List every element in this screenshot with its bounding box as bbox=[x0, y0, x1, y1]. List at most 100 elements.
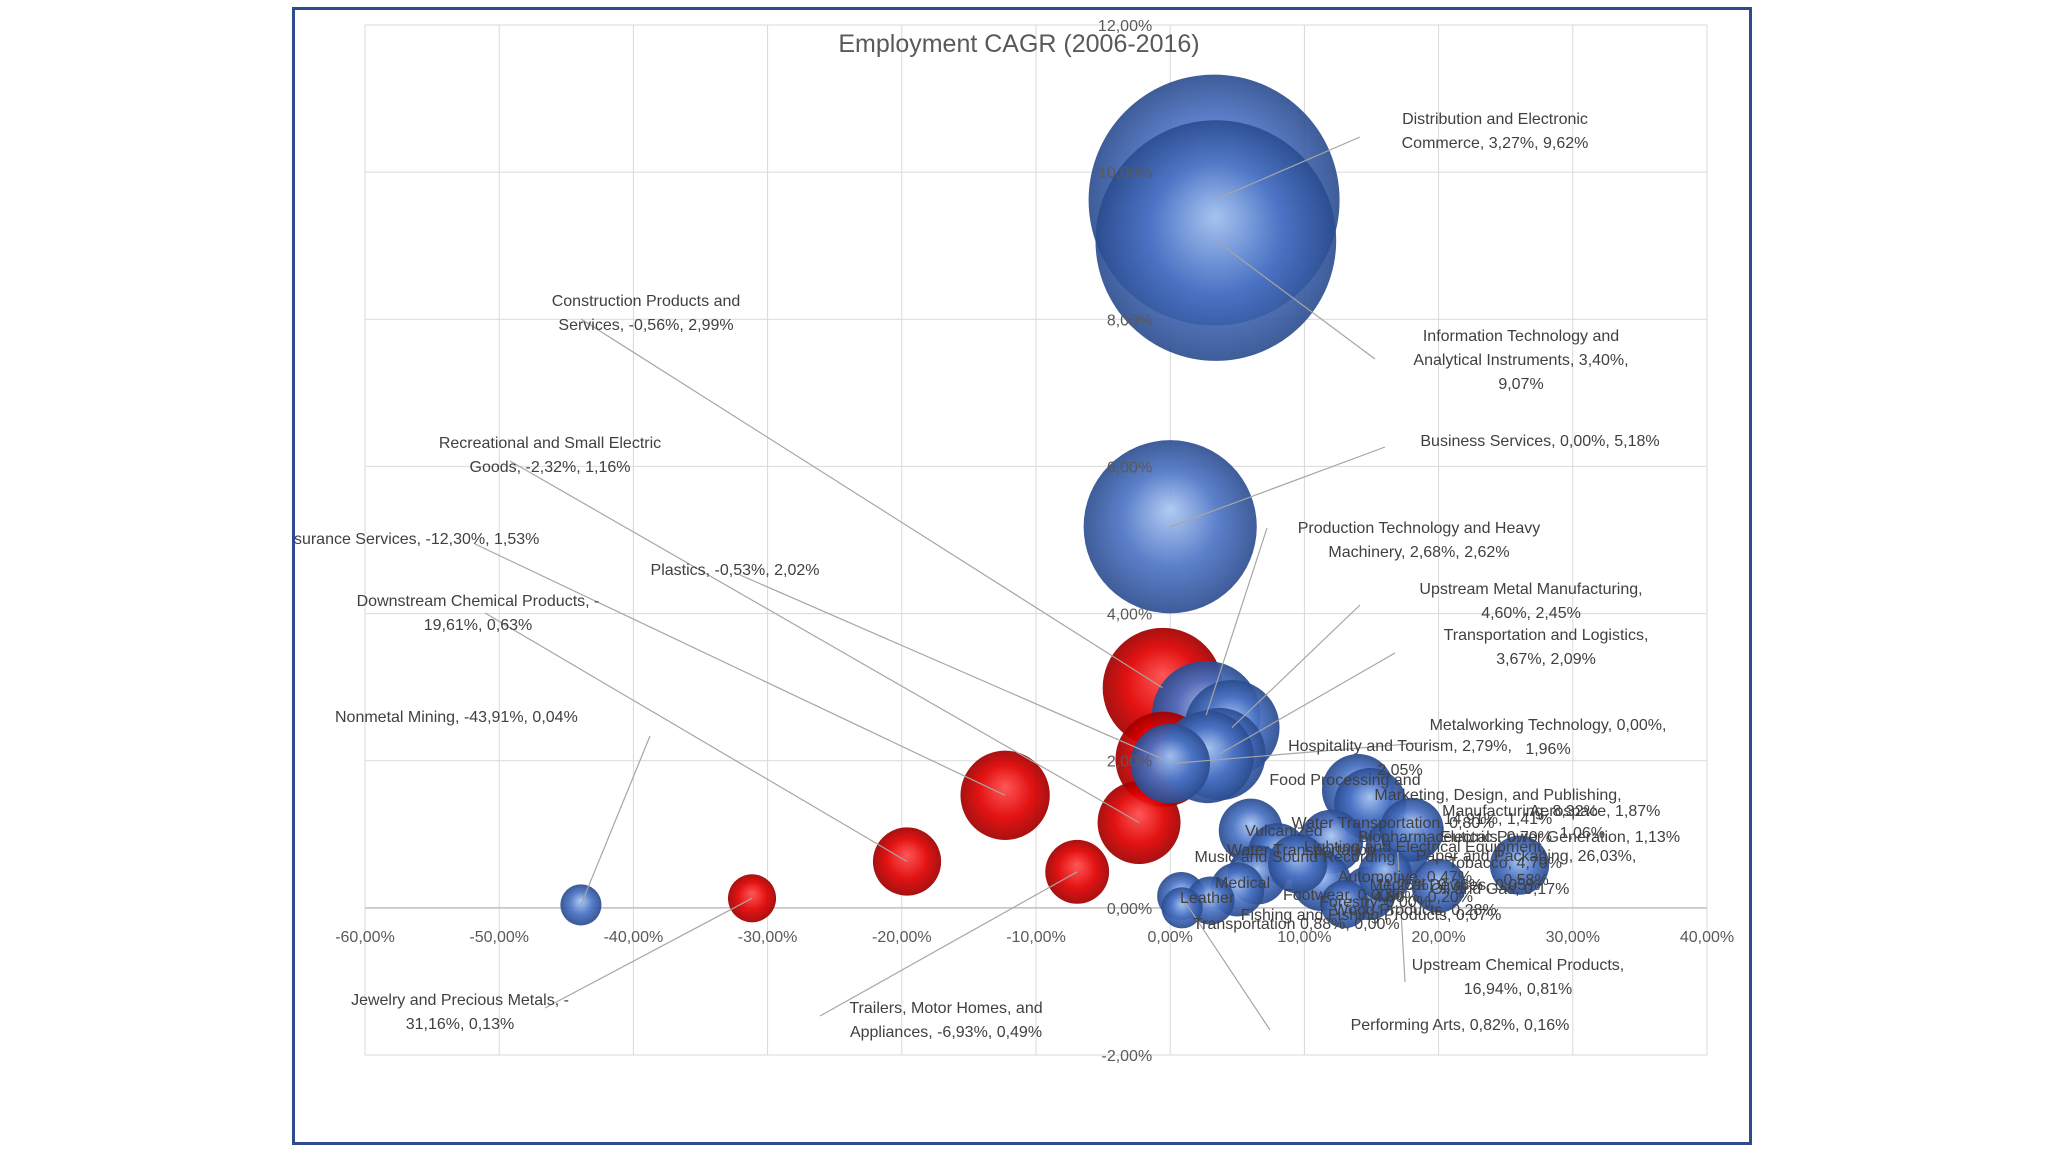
crowded-label: Water Transportation, 0,80% bbox=[1291, 815, 1494, 832]
crowded-label: Manufacturing, 8,32% bbox=[1442, 803, 1598, 820]
data-label-line: Vulcanized bbox=[1245, 823, 1323, 840]
y-tick-label: 6,00% bbox=[1107, 459, 1152, 476]
data-label: Downstream Chemical Products, - 19,61%, 0… bbox=[357, 593, 600, 634]
data-label-line: Food Processing and bbox=[1269, 772, 1420, 789]
leader-line bbox=[1396, 848, 1406, 983]
data-label: Production Technology and Heavy Machinery… bbox=[1298, 520, 1541, 561]
x-tick-label: 20,00% bbox=[1411, 929, 1465, 946]
data-label-line: Information Technology and bbox=[1423, 328, 1619, 345]
data-label-line: Transportation and Logistics, bbox=[1444, 627, 1649, 644]
data-label-line: 11,25%, 0,36% bbox=[1376, 877, 1483, 894]
leader-line bbox=[1205, 527, 1268, 716]
crowded-label: Wood Products, 0,28% bbox=[1333, 902, 1496, 919]
y-tick-label: -2,00% bbox=[1101, 1048, 1152, 1065]
data-label-line: Paper and Packaging, 26,03%, bbox=[1416, 848, 1637, 865]
crowded-label: Automotive, 0,47% bbox=[1338, 869, 1472, 886]
data-label-line: 31,16%, 0,13% bbox=[406, 1016, 515, 1033]
x-tick-label: 40,00% bbox=[1680, 929, 1734, 946]
chart-title: Employment CAGR (2006-2016) bbox=[838, 30, 1199, 58]
leader-lines bbox=[474, 136, 1421, 1031]
x-tick-label: -50,00% bbox=[469, 929, 529, 946]
data-label-line: 16,94%, 0,81% bbox=[1464, 981, 1573, 998]
data-label-line: Machinery, 2,68%, 2,62% bbox=[1328, 544, 1509, 561]
crowded-label: Biopharmaceuticals, 0,70% bbox=[1358, 829, 1552, 846]
crowded-label: Music and Sound Recording bbox=[1194, 849, 1395, 866]
data-label: Upstream Chemical Products, 16,94%, 0,81% bbox=[1412, 957, 1625, 998]
data-label-line: Recreational and Small Electric bbox=[439, 435, 661, 452]
leader-line bbox=[544, 897, 753, 1009]
data-label-line: 19,61%, 0,63% bbox=[424, 617, 533, 634]
data-label-line: Transportation 0,88%, 0,00% bbox=[1193, 916, 1400, 933]
data-label-line: Metalworking Technology, 0,00%, bbox=[1430, 717, 1667, 734]
leader-line bbox=[1213, 136, 1361, 201]
data-label: Medical bbox=[1215, 875, 1270, 892]
leader-line bbox=[1170, 742, 1421, 765]
data-label-line: Plastics, -0,53%, 2,02% bbox=[651, 562, 820, 579]
data-label-line: Water Transportation bbox=[1227, 842, 1376, 859]
crowded-label: Tobacco, 4,70% bbox=[1448, 855, 1562, 872]
leader-line bbox=[1180, 895, 1271, 1031]
leader-line bbox=[580, 318, 1164, 689]
data-label: 4,80%, 0,20% bbox=[1373, 889, 1473, 906]
data-label-line: Distribution and Electronic bbox=[1402, 111, 1588, 128]
leader-line bbox=[1231, 604, 1361, 729]
data-label: Transportation and Logistics, 3,67%, 2,09… bbox=[1444, 627, 1649, 668]
data-label-line: 1,06% bbox=[1560, 825, 1605, 842]
bubble bbox=[1045, 839, 1110, 904]
x-tick-label: -60,00% bbox=[335, 929, 395, 946]
data-label-line: Hospitality and Tourism, 2,79%, bbox=[1288, 738, 1512, 755]
y-tick-label: 0,00% bbox=[1107, 901, 1152, 918]
data-label: Construction Products and Services, -0,56… bbox=[552, 293, 741, 334]
data-label-line: Nonmetal Mining, -43,91%, 0,04% bbox=[335, 709, 578, 726]
data-label: Performing Arts, 0,82%, 0,16% bbox=[1351, 1017, 1570, 1034]
data-label-line: Upstream Metal Manufacturing, bbox=[1419, 581, 1642, 598]
bubbles-layer bbox=[560, 74, 1550, 929]
data-label: Vulcanized bbox=[1245, 823, 1323, 840]
leader-line bbox=[484, 612, 908, 863]
data-label-line: 3,67%, 2,09% bbox=[1496, 651, 1596, 668]
data-label: Metalworking Technology, 0,00%, 1,96% bbox=[1430, 717, 1667, 758]
crowded-label: Footwear, 0,00% bbox=[1283, 887, 1403, 904]
data-label-line: Upstream Chemical Products, bbox=[1412, 957, 1625, 974]
leader-line bbox=[819, 871, 1078, 1017]
data-label-line: Leather bbox=[1180, 890, 1235, 907]
bubble bbox=[1411, 858, 1466, 913]
bubble bbox=[727, 874, 777, 923]
data-label: Distribution and Electronic Commerce, 3,2… bbox=[1402, 111, 1589, 152]
data-label: Upstream Metal Manufacturing, 4,60%, 2,45… bbox=[1419, 581, 1642, 622]
chart-frame: Nonmetal Mining, -43,91%, 0,04% Jewelry a… bbox=[292, 7, 1752, 1145]
data-label: Recreational and Small Electric Goods, -2… bbox=[439, 435, 661, 476]
data-label: Marketing, Design, and Publishing, 14,91%… bbox=[1374, 787, 1621, 828]
y-tick-label: 12,00% bbox=[1098, 18, 1152, 35]
data-label-line: 14,91%, 1,41% bbox=[1444, 811, 1553, 828]
bubble-chart: Nonmetal Mining, -43,91%, 0,04% Jewelry a… bbox=[295, 18, 1734, 1065]
y-tick-label: 4,00% bbox=[1107, 607, 1152, 624]
data-label: Leather bbox=[1180, 890, 1235, 907]
data-label: Transportation 0,88%, 0,00% bbox=[1193, 916, 1400, 933]
data-label-line: Trailers, Motor Homes, and bbox=[849, 1000, 1042, 1017]
leader-line bbox=[509, 460, 1140, 824]
data-label-line: Insurance Services, -12,30%, 1,53% bbox=[295, 531, 539, 548]
data-label: Hospitality and Tourism, 2,79%, 2,05% bbox=[1288, 738, 1512, 779]
crowded-label: Lighting and Electrical Equipment, bbox=[1304, 839, 1546, 856]
x-tick-label: -20,00% bbox=[872, 929, 932, 946]
data-label-line: Performing Arts, 0,82%, 0,16% bbox=[1351, 1017, 1570, 1034]
data-label: 1,06% bbox=[1560, 825, 1605, 842]
data-label-line: Goods, -2,32%, 1,16% bbox=[470, 459, 631, 476]
data-label-line: Business Services, 0,00%, 5,18% bbox=[1420, 433, 1659, 450]
crowded-label: Medical Devices, 0,05% bbox=[1370, 877, 1541, 894]
data-label-line: 9,07% bbox=[1498, 376, 1543, 393]
bubble bbox=[1489, 835, 1550, 895]
tick-labels: -60,00% -50,00% -40,00% -30,00% -20,00% -10,0… bbox=[335, 18, 1734, 1065]
y-tick-label: 2,00% bbox=[1107, 754, 1152, 771]
data-label-line: 4,80%, 0,20% bbox=[1373, 889, 1473, 906]
leader-line bbox=[1215, 240, 1376, 360]
crowded-label: Electric Power Generation, 1,13% bbox=[1440, 829, 1680, 846]
data-label-line: 2,05% bbox=[1377, 762, 1422, 779]
bubble bbox=[1268, 834, 1328, 894]
data-labels: Nonmetal Mining, -43,91%, 0,04% Jewelry a… bbox=[295, 111, 1680, 1041]
y-tick-label: 10,00% bbox=[1098, 165, 1152, 182]
x-tick-label: 10,00% bbox=[1277, 929, 1331, 946]
crowded-label: Forestry, 0,00% bbox=[1319, 894, 1431, 911]
x-tick-label: -40,00% bbox=[604, 929, 664, 946]
